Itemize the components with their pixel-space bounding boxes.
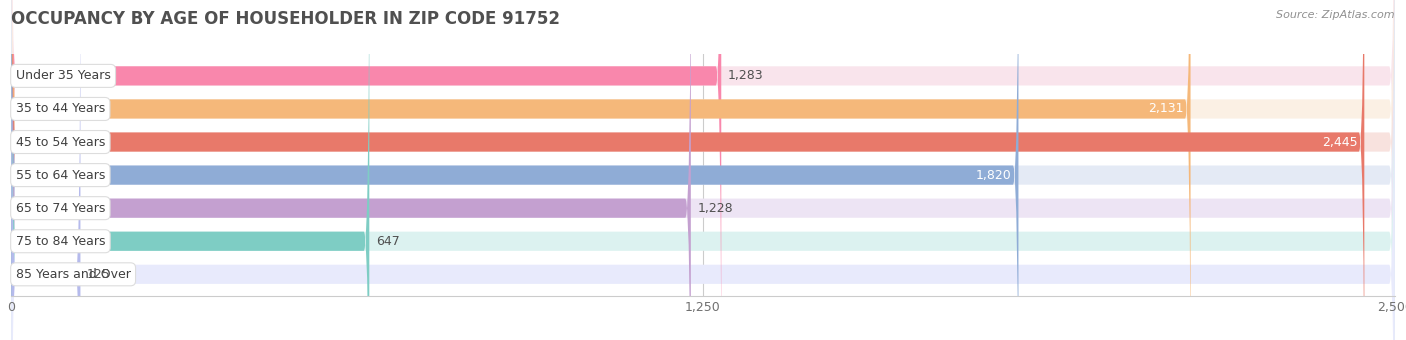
Text: Source: ZipAtlas.com: Source: ZipAtlas.com bbox=[1277, 10, 1395, 20]
FancyBboxPatch shape bbox=[11, 0, 1395, 340]
FancyBboxPatch shape bbox=[11, 0, 721, 340]
FancyBboxPatch shape bbox=[11, 0, 690, 340]
FancyBboxPatch shape bbox=[11, 0, 1395, 340]
FancyBboxPatch shape bbox=[11, 0, 370, 340]
Text: 35 to 44 Years: 35 to 44 Years bbox=[15, 102, 105, 116]
Text: 45 to 54 Years: 45 to 54 Years bbox=[15, 136, 105, 149]
Text: 85 Years and Over: 85 Years and Over bbox=[15, 268, 131, 281]
FancyBboxPatch shape bbox=[11, 0, 1395, 340]
Text: 75 to 84 Years: 75 to 84 Years bbox=[15, 235, 105, 248]
Text: 65 to 74 Years: 65 to 74 Years bbox=[15, 202, 105, 215]
Text: 1,228: 1,228 bbox=[697, 202, 733, 215]
FancyBboxPatch shape bbox=[11, 0, 1364, 340]
Text: 2,445: 2,445 bbox=[1322, 136, 1358, 149]
FancyBboxPatch shape bbox=[11, 0, 1395, 340]
Text: 125: 125 bbox=[87, 268, 111, 281]
Text: Under 35 Years: Under 35 Years bbox=[15, 69, 111, 82]
Text: 55 to 64 Years: 55 to 64 Years bbox=[15, 169, 105, 182]
Text: 1,820: 1,820 bbox=[976, 169, 1012, 182]
FancyBboxPatch shape bbox=[11, 0, 1018, 340]
FancyBboxPatch shape bbox=[11, 0, 80, 340]
Text: 1,283: 1,283 bbox=[728, 69, 763, 82]
Text: OCCUPANCY BY AGE OF HOUSEHOLDER IN ZIP CODE 91752: OCCUPANCY BY AGE OF HOUSEHOLDER IN ZIP C… bbox=[11, 10, 560, 28]
Text: 2,131: 2,131 bbox=[1149, 102, 1184, 116]
FancyBboxPatch shape bbox=[11, 0, 1395, 340]
Text: 647: 647 bbox=[375, 235, 399, 248]
FancyBboxPatch shape bbox=[11, 0, 1395, 340]
FancyBboxPatch shape bbox=[11, 0, 1395, 340]
FancyBboxPatch shape bbox=[11, 0, 1191, 340]
